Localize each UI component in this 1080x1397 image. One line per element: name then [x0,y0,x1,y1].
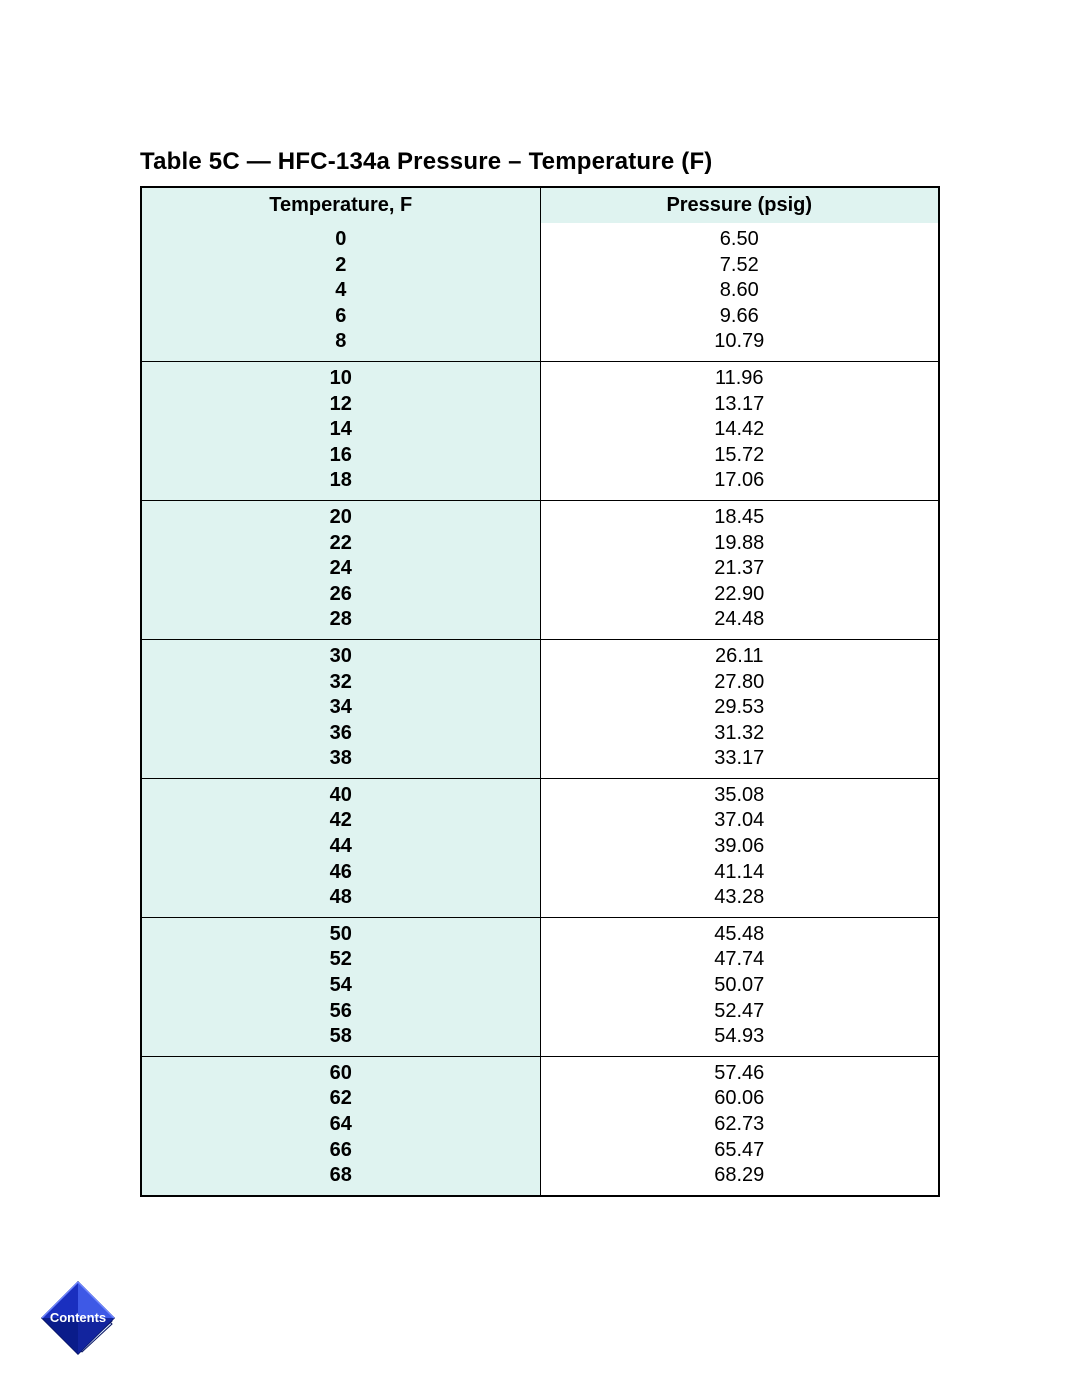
temperature-value: 8 [142,329,540,355]
pressure-value: 9.66 [541,304,939,330]
temperature-cell-group: 02468 [142,223,540,361]
temperature-value: 36 [142,721,540,747]
pressure-value: 68.29 [541,1163,939,1189]
pressure-value: 43.28 [541,885,939,911]
temperature-cell-group: 2022242628 [142,501,540,639]
table-row: 404244464835.0837.0439.0641.1443.28 [141,778,939,917]
pressure-value: 26.11 [541,644,939,670]
temperature-value: 60 [142,1061,540,1087]
pressure-value: 15.72 [541,443,939,469]
temperature-value: 26 [142,582,540,608]
temperature-value: 50 [142,922,540,948]
temperature-value: 28 [142,607,540,633]
pressure-value: 45.48 [541,922,939,948]
temperature-value: 56 [142,999,540,1025]
pressure-value: 10.79 [541,329,939,355]
pressure-value: 24.48 [541,607,939,633]
pressure-value: 35.08 [541,783,939,809]
pressure-cell-group: 45.4847.7450.0752.4754.93 [541,918,939,1056]
pressure-value: 17.06 [541,468,939,494]
pressure-value: 31.32 [541,721,939,747]
temperature-value: 68 [142,1163,540,1189]
temperature-value: 42 [142,808,540,834]
table-row: 303234363826.1127.8029.5331.3233.17 [141,639,939,778]
temperature-value: 64 [142,1112,540,1138]
temperature-value: 66 [142,1138,540,1164]
temperature-cell-group: 5052545658 [142,918,540,1056]
temperature-value: 12 [142,392,540,418]
temperature-value: 6 [142,304,540,330]
pressure-value: 52.47 [541,999,939,1025]
pressure-value: 57.46 [541,1061,939,1087]
pressure-cell-group: 18.4519.8821.3722.9024.48 [541,501,939,639]
temperature-value: 46 [142,860,540,886]
temperature-value: 44 [142,834,540,860]
temperature-value: 34 [142,695,540,721]
pressure-value: 33.17 [541,746,939,772]
temperature-cell-group: 1012141618 [142,362,540,500]
pressure-value: 50.07 [541,973,939,999]
temperature-value: 38 [142,746,540,772]
pressure-value: 29.53 [541,695,939,721]
pressure-cell-group: 26.1127.8029.5331.3233.17 [541,640,939,778]
pressure-cell-group: 35.0837.0439.0641.1443.28 [541,779,939,917]
pressure-value: 19.88 [541,531,939,557]
temperature-value: 4 [142,278,540,304]
temperature-value: 0 [142,227,540,253]
pressure-cell-group: 6.507.528.609.6610.79 [541,223,939,361]
temperature-value: 10 [142,366,540,392]
temperature-value: 48 [142,885,540,911]
pressure-value: 7.52 [541,253,939,279]
column-header-pressure: Pressure (psig) [540,187,939,223]
pressure-value: 14.42 [541,417,939,443]
pressure-value: 54.93 [541,1024,939,1050]
temperature-cell-group: 4042444648 [142,779,540,917]
table-row: 505254565845.4847.7450.0752.4754.93 [141,917,939,1056]
temperature-value: 32 [142,670,540,696]
temperature-value: 18 [142,468,540,494]
pressure-value: 21.37 [541,556,939,582]
table-row: 101214161811.9613.1714.4215.7217.06 [141,361,939,500]
pressure-value: 41.14 [541,860,939,886]
pressure-value: 60.06 [541,1086,939,1112]
temperature-value: 40 [142,783,540,809]
temperature-value: 20 [142,505,540,531]
table-title: Table 5C — HFC-134a Pressure – Temperatu… [140,148,940,176]
pressure-value: 47.74 [541,947,939,973]
temperature-value: 58 [142,1024,540,1050]
table-row: 606264666857.4660.0662.7365.4768.29 [141,1056,939,1195]
temperature-value: 22 [142,531,540,557]
column-header-temperature: Temperature, F [141,187,540,223]
temperature-value: 62 [142,1086,540,1112]
pressure-value: 37.04 [541,808,939,834]
temperature-cell-group: 6062646668 [142,1057,540,1195]
pressure-value: 18.45 [541,505,939,531]
pressure-cell-group: 11.9613.1714.4215.7217.06 [541,362,939,500]
pressure-value: 11.96 [541,366,939,392]
pressure-value: 22.90 [541,582,939,608]
contents-button[interactable]: Contents [36,1276,120,1360]
pressure-cell-group: 57.4660.0662.7365.4768.29 [541,1057,939,1195]
temperature-value: 52 [142,947,540,973]
pressure-value: 39.06 [541,834,939,860]
pressure-value: 62.73 [541,1112,939,1138]
temperature-value: 24 [142,556,540,582]
pressure-value: 8.60 [541,278,939,304]
pressure-value: 6.50 [541,227,939,253]
table-row: 024686.507.528.609.6610.79 [141,223,939,361]
pressure-value: 13.17 [541,392,939,418]
temperature-value: 30 [142,644,540,670]
table-row: 202224262818.4519.8821.3722.9024.48 [141,500,939,639]
temperature-cell-group: 3032343638 [142,640,540,778]
temperature-value: 16 [142,443,540,469]
temperature-value: 14 [142,417,540,443]
pressure-value: 65.47 [541,1138,939,1164]
temperature-value: 54 [142,973,540,999]
pressure-value: 27.80 [541,670,939,696]
pressure-temperature-table: Temperature, F Pressure (psig) 024686.50… [140,186,940,1197]
temperature-value: 2 [142,253,540,279]
